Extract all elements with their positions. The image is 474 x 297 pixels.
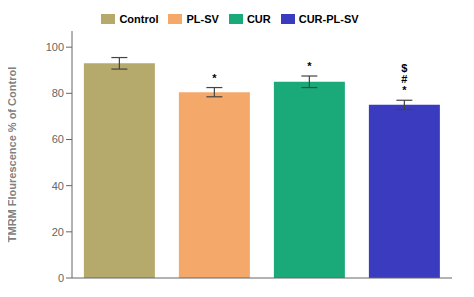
html-text:CUR-PL-SV: CUR-PL-SV bbox=[298, 13, 359, 25]
html-text:PL-SV: PL-SV bbox=[186, 13, 219, 25]
svg-text:100: 100 bbox=[46, 41, 64, 53]
svg-text:*: * bbox=[307, 60, 312, 72]
svg-text:$#*: $#* bbox=[401, 62, 407, 96]
svg-text:60: 60 bbox=[52, 133, 64, 145]
html-text:CUR: CUR bbox=[246, 13, 271, 25]
svg-text:0: 0 bbox=[58, 272, 64, 284]
svg-text:*: * bbox=[212, 72, 217, 84]
svg-text:40: 40 bbox=[52, 180, 64, 192]
html-text:Control: Control bbox=[119, 13, 159, 25]
svg-text:20: 20 bbox=[52, 226, 64, 238]
svg-text:TMRM Flourescence % of Control: TMRM Flourescence % of Control bbox=[8, 67, 18, 242]
svg-text:80: 80 bbox=[52, 87, 64, 99]
